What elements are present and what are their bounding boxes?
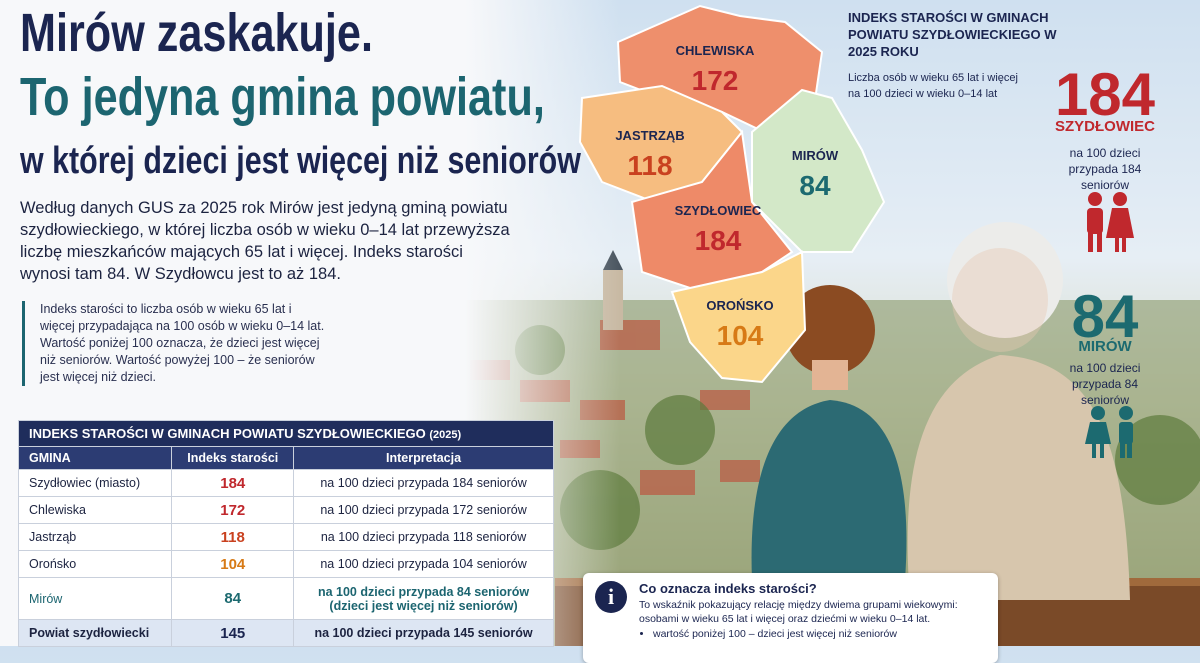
index-value: 118 [171,523,295,551]
region-name: CHLEWISKA [676,43,755,58]
region-name: MIRÓW [792,148,839,163]
index-value: 172 [171,496,295,524]
interpretation-text: na 100 dzieci przypada 104 seniorów [320,557,527,571]
gmina: Powiat szydłowiecki [17,619,173,647]
interpretation-text: na 100 dzieci przypada 184 seniorów [320,476,527,490]
region-name: OROŃSKO [706,298,773,313]
region-name: JASTRZĄB [615,128,684,143]
page: Mirów zaskakuje. To jedyna gmina powiatu… [0,0,1200,646]
map: CHLEWISKA 172 JASTRZĄB 118 MIRÓW 84 SZYDŁOWIEC… [578,4,886,384]
table-row: Powiat szydłowiecki 145 na 100 dzieci przy… [17,619,554,647]
interpretation: na 100 dzieci przypada 184 seniorów [293,469,554,497]
map-region [670,250,807,384]
table-title-text: INDEKS STAROŚCI W GMINACH POWIATU SZYDŁO… [29,426,426,441]
table-row: Orońsko 104 na 100 dzieci przypada 104 sen… [17,550,554,578]
table-row: Mirów 84 na 100 dzieci przypada 84 senioró… [17,577,554,620]
headline: To jedyna gmina powiatu, [20,67,545,127]
table-title: INDEKS STAROŚCI W GMINACH POWIATU SZYDŁO… [18,420,554,447]
interpretation-text: na 100 dzieci przypada 84 seniorów [317,584,530,599]
interpretation: na 100 dzieci przypada 118 seniorów [293,523,554,551]
interpretation: na 100 dzieci przypada 104 seniorów [293,550,554,578]
note: Indeks starości to liczba osób w wieku 6… [22,301,327,386]
lead: Według danych GUS za 2025 rok Mirów jest… [20,199,510,283]
callout-name: SZYDŁOWIEC [1055,118,1155,135]
table-row: Szydłowiec (miasto) 184 na 100 dzieci przy… [17,469,554,497]
region-value: 104 [717,320,764,351]
panel-subtitle: Liczba osób w wieku 65 lat i więcej na 1… [848,72,1018,100]
column-header: GMINA [17,446,173,470]
info-icon: i [595,581,627,613]
info-text: To wskaźnik pokazujący relację między dw… [639,599,958,625]
info-bullet: wartość poniżej 100 – dzieci jest więcej… [653,628,988,640]
map-region [751,88,886,253]
index-value: 145 [171,619,295,647]
interpretation: na 100 dzieci przypada 84 seniorów (dziec… [293,577,554,620]
interpretation: na 100 dzieci przypada 145 seniorów [293,619,554,647]
table-body: Szydłowiec (miasto) 184 na 100 dzieci przy… [17,469,554,647]
callout-value: 84 [1071,283,1139,350]
interpretation-text: na 100 dzieci przypada 172 seniorów [320,503,527,517]
region-value: 172 [692,65,739,96]
table-row: Chlewiska 172 na 100 dzieci przypada 172 s… [17,496,554,524]
callout-text: na 100 dzieci przypada 184 seniorów [1068,146,1142,192]
headline: Mirów zaskakuje. [20,3,373,63]
column-header: Interpretacja [293,446,554,470]
index-value: 184 [171,469,295,497]
gmina: Chlewiska [17,496,173,524]
info-box: i Co oznacza indeks starości? To wskaźni… [583,573,998,663]
callout-text: na 100 dzieci przypada 84 seniorów [1069,361,1141,407]
interpretation-note: (dzieci jest więcej niż seniorów) [329,598,518,613]
gmina: Jastrząb [17,523,173,551]
gmina: Orońsko [17,550,173,578]
index-value: 84 [171,577,295,620]
table-row: Jastrząb 118 na 100 dzieci przypada 118 se… [17,523,554,551]
gmina: Szydłowiec (miasto) [17,469,173,497]
headline: w której dzieci jest więcej niż seniorów [20,140,581,182]
interpretation: na 100 dzieci przypada 172 seniorów [293,496,554,524]
table-year: (2025) [429,429,462,441]
interpretation-text: na 100 dzieci przypada 145 seniorów [314,626,533,640]
panel-title: INDEKS STAROŚCI W GMINACH POWIATU SZYDŁO… [848,10,1057,59]
region-value: 118 [627,150,672,181]
info-list: wartość poniżej 100 – dzieci jest więcej… [639,628,988,640]
callout-name: MIRÓW [1078,338,1132,355]
gmina: Mirów [17,577,173,620]
region-value: 184 [695,225,742,256]
seniors-icon [1087,192,1134,252]
table: INDEKS STAROŚCI W GMINACH POWIATU SZYDŁO… [17,420,554,647]
column-header: Indeks starości [171,446,295,470]
region-name: SZYDŁOWIEC [675,203,762,218]
children-icon [1085,406,1133,458]
info-title: Co oznacza indeks starości? [639,581,817,596]
region-value: 84 [799,170,831,201]
callout-value: 184 [1054,61,1156,128]
interpretation-text: na 100 dzieci przypada 118 seniorów [320,530,527,544]
map-region [630,129,794,294]
index-value: 104 [171,550,295,578]
